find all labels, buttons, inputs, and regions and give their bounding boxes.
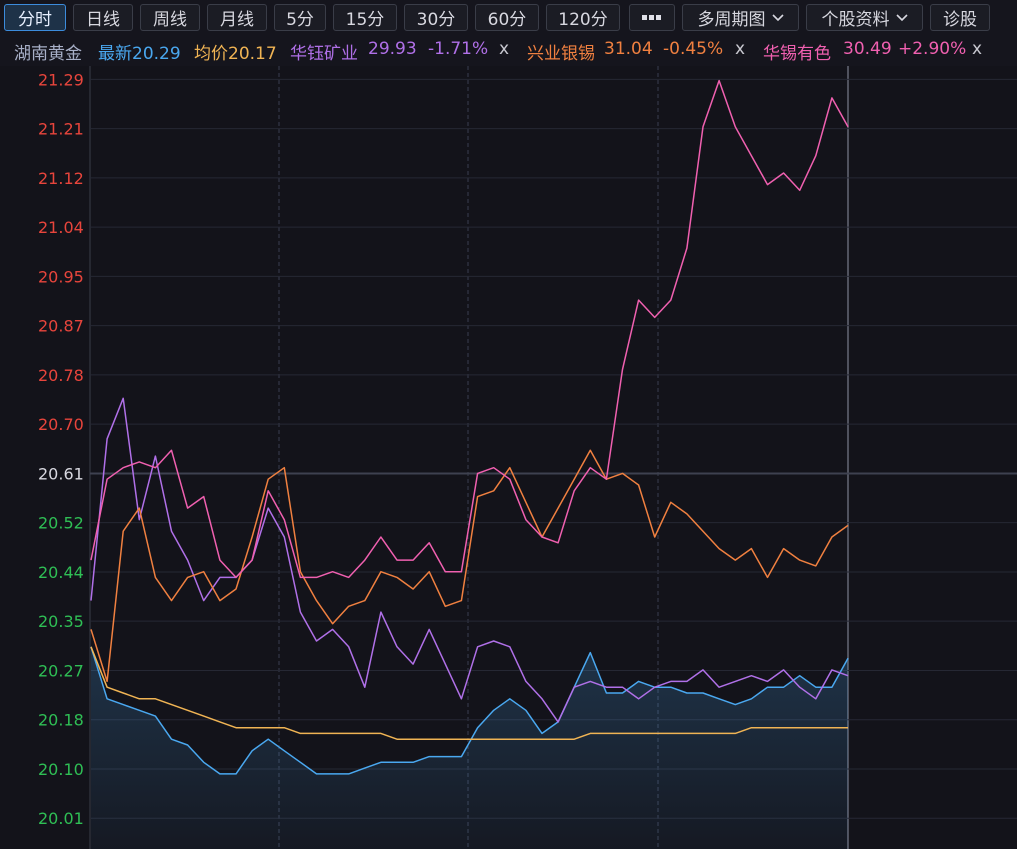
tab[interactable]: 日线 <box>73 4 133 31</box>
y-tick-label: 20.27 <box>38 661 84 680</box>
series-line <box>90 397 849 723</box>
y-tick-label: 21.21 <box>38 120 84 139</box>
chevron <box>895 13 908 21</box>
y-tick-label: 20.18 <box>38 711 84 730</box>
y-tick-label: 21.29 <box>38 70 84 89</box>
menu-label: 多周期图 <box>697 10 766 30</box>
legend-change: -1.71% <box>428 39 489 59</box>
legend-price: 31.04 <box>604 39 653 59</box>
legend-change: -0.45% <box>663 39 724 59</box>
series-line <box>90 449 849 683</box>
menu[interactable]: 个股资料 <box>806 4 923 31</box>
y-tick-label: 20.87 <box>38 317 84 336</box>
series-line <box>90 646 848 740</box>
tab[interactable]: 月线 <box>207 4 267 31</box>
legend-close[interactable]: x <box>499 39 510 59</box>
legend-close[interactable]: x <box>735 39 746 59</box>
diagnose-button[interactable]: 诊股 <box>930 4 990 31</box>
y-tick-label: 20.70 <box>38 415 84 434</box>
tab[interactable]: 分时 <box>4 4 66 31</box>
y-tick-label: 20.78 <box>38 366 84 385</box>
tab[interactable]: 30分 <box>404 4 468 31</box>
legend-entry: 最新20.29 <box>98 44 181 64</box>
chevron <box>771 13 784 21</box>
menu[interactable]: 多周期图 <box>682 4 799 31</box>
y-tick-label: 20.01 <box>38 809 84 828</box>
legend-change: +2.90% <box>898 39 967 59</box>
tab[interactable]: 60分 <box>475 4 539 31</box>
tab[interactable]: 5分 <box>274 4 326 31</box>
more-button[interactable] <box>629 4 675 31</box>
y-tick-label: 20.35 <box>38 612 84 631</box>
tab[interactable]: 周线 <box>140 4 200 31</box>
menu-label: 个股资料 <box>821 10 890 30</box>
y-tick-label: 21.04 <box>38 218 84 237</box>
stock-name: 湖南黄金 <box>14 44 82 64</box>
y-tick-label: 20.44 <box>38 563 84 582</box>
y-tick-label: 21.12 <box>38 169 84 188</box>
legend-price: 29.93 <box>368 39 417 59</box>
legend-close[interactable]: x <box>972 39 983 59</box>
legend-entry: 华锡有色 <box>763 44 831 64</box>
y-tick-label: 20.95 <box>38 267 84 286</box>
tab[interactable]: 120分 <box>546 4 620 31</box>
legend-entry: 华钰矿业 <box>290 44 358 64</box>
legend-entry: 兴业银锡 <box>527 44 595 64</box>
y-tick-label: 20.61 <box>38 464 84 483</box>
series-line <box>90 79 849 579</box>
legend-entry: 均价20.17 <box>194 44 277 64</box>
y-tick-label: 20.52 <box>38 514 84 533</box>
legend-price: 30.49 <box>843 39 892 59</box>
y-tick-label: 20.10 <box>38 760 84 779</box>
tab[interactable]: 15分 <box>333 4 397 31</box>
area-fill <box>91 646 848 849</box>
series-line <box>90 646 849 775</box>
toolbar: 分时 日线 周线 月线 5分 15分 30分 60分 120分 多周期图 个股资… <box>4 4 990 31</box>
legend: 湖南黄金 最新20.29 均价20.17 华钰矿业 29.93 -1.71% x… <box>0 36 1017 64</box>
more-icon <box>642 14 661 20</box>
